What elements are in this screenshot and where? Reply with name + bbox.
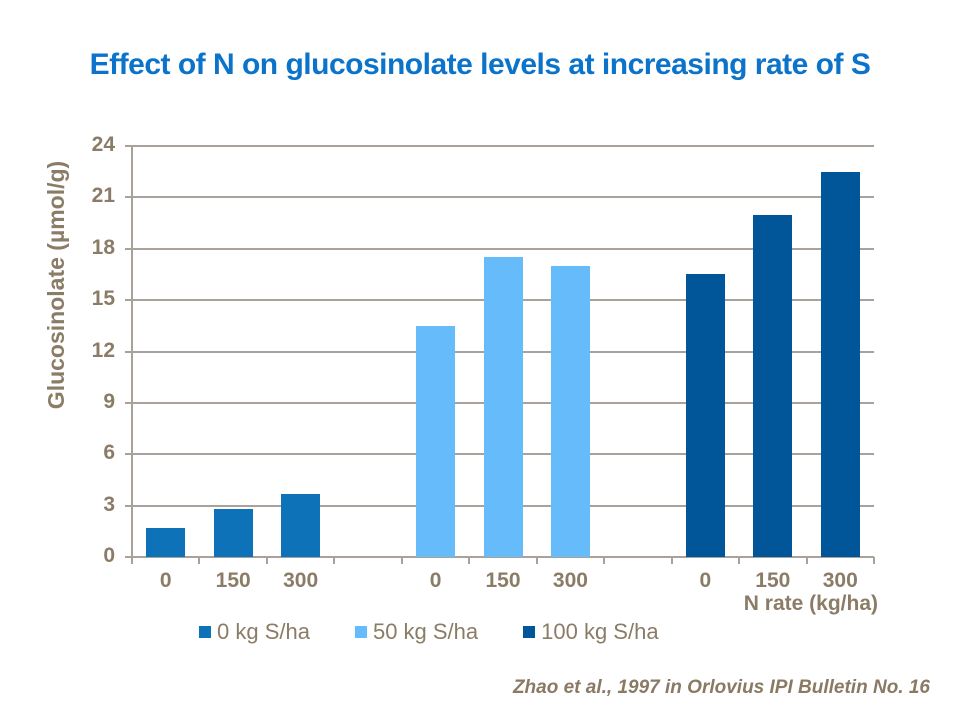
gridline [125,196,874,199]
x-axis-tick [535,557,538,564]
y-axis-line [131,146,133,564]
x-axis-tick [805,557,808,564]
y-tick-label: 6 [103,441,115,465]
legend-swatch-icon [199,626,211,638]
x-tick-label: 0 [159,569,172,592]
x-axis-tick [333,557,336,564]
bar [213,509,253,557]
x-axis-title: N rate (kg/ha) [743,592,878,615]
legend-label: 100 kg S/ha [541,619,659,644]
y-tick-label: 3 [103,492,115,516]
x-tick-label: 0 [429,569,442,592]
x-axis-tick [468,557,471,564]
legend: 0 kg S/ha 50 kg S/ha 100 kg S/ha [199,619,659,645]
x-axis-tick [738,557,741,564]
citation: Zhao et al., 1997 in Orlovius IPI Bullet… [512,677,930,698]
bar [685,274,725,557]
x-tick-label: 0 [699,569,712,592]
x-tick-label: 300 [283,569,319,592]
chart-title: Effect of N on glucosinolate levels at i… [89,48,871,81]
y-tick-label: 9 [103,389,115,413]
y-tick-label: 18 [91,235,115,259]
gridline [125,247,874,250]
x-axis-tick [198,557,201,564]
x-axis-tick [670,557,673,564]
x-axis-tick [603,557,606,564]
x-tick-label: 300 [822,569,858,592]
y-tick-label: 15 [91,287,115,311]
x-tick-label: 150 [755,569,791,592]
bar [146,527,186,557]
bar [416,325,456,557]
x-tick-label: 150 [485,569,521,592]
legend-label: 50 kg S/ha [372,619,479,644]
x-axis-tick [400,557,403,564]
x-tick-label: 300 [552,569,588,592]
x-axis-tick [265,557,268,564]
x-axis-line [125,556,874,558]
y-tick-label: 12 [91,338,115,362]
legend-swatch-icon [523,626,536,638]
y-tick-label: 0 [103,544,115,567]
legend-item: 50 kg S/ha [354,619,479,645]
bar [483,257,523,557]
legend-swatch-icon [354,626,367,638]
bar [281,493,321,557]
bar [820,171,860,557]
x-tick-label: 150 [215,569,251,592]
legend-item: 100 kg S/ha [523,619,659,645]
bar [550,265,590,557]
x-axis-tick [873,557,875,564]
bar [753,214,793,557]
y-tick-label: 24 [91,133,115,156]
legend-item: 0 kg S/ha [199,619,310,645]
gridline [125,145,874,147]
y-tick-label: 21 [91,184,115,208]
legend-label: 0 kg S/ha [217,619,310,644]
